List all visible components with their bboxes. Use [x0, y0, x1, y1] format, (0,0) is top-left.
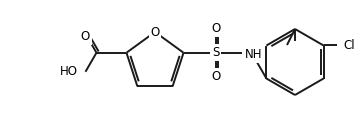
- Text: Cl: Cl: [344, 39, 355, 52]
- Text: O: O: [150, 26, 160, 38]
- Text: O: O: [211, 22, 220, 35]
- Text: O: O: [81, 30, 90, 43]
- Text: O: O: [211, 70, 220, 83]
- Text: HO: HO: [59, 65, 77, 78]
- Text: NH: NH: [245, 48, 262, 61]
- Text: S: S: [212, 46, 219, 59]
